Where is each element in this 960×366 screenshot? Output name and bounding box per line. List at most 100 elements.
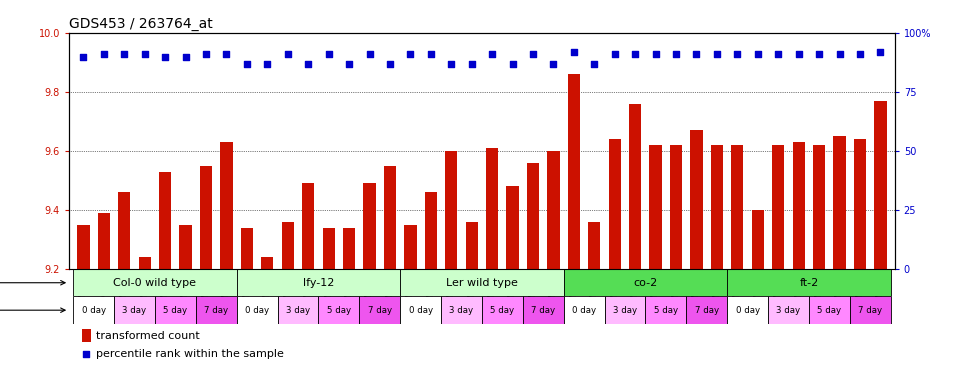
Text: 5 day: 5 day [163,306,187,315]
Bar [73,296,114,324]
Bar [850,296,891,324]
Text: 7 day: 7 day [204,306,228,315]
Bar [793,142,804,269]
Bar [645,296,686,324]
Bar [482,296,523,324]
Text: 3 day: 3 day [286,306,310,315]
Text: transformed count: transformed count [96,331,200,341]
Text: Ler wild type: Ler wild type [446,278,517,288]
Text: 3 day: 3 day [777,306,801,315]
Point [239,61,254,67]
Bar [567,74,580,269]
Bar [710,145,723,269]
Bar [650,145,661,269]
Text: Col-0 wild type: Col-0 wild type [113,278,197,288]
Point [730,51,745,57]
Point [423,51,439,57]
Bar [281,222,294,269]
Bar [752,210,764,269]
Point [382,61,397,67]
Text: 7 day: 7 day [858,306,882,315]
Point [76,54,91,60]
Bar [813,145,826,269]
Bar [118,192,131,269]
Point [444,61,459,67]
Bar [564,296,605,324]
Bar [772,145,784,269]
Point [709,51,725,57]
Point [689,51,705,57]
Point [587,61,602,67]
Point [852,51,868,57]
Point [342,61,357,67]
Bar [155,296,196,324]
Bar [114,296,155,324]
Point [750,51,765,57]
Bar [261,257,274,269]
Text: 3 day: 3 day [123,306,147,315]
Bar [78,225,89,269]
Bar [343,228,355,269]
Bar [82,329,91,342]
Point [362,51,377,57]
Bar [609,139,621,269]
Point [485,51,500,57]
Bar [809,296,850,324]
Point [607,51,622,57]
Bar [98,213,110,269]
Point [464,61,479,67]
Bar [237,296,277,324]
Point [199,51,214,57]
Bar [277,296,319,324]
Bar [404,225,417,269]
Point [791,51,806,57]
Text: time: time [0,305,65,315]
Bar [768,296,809,324]
Bar [523,296,564,324]
Text: 3 day: 3 day [449,306,473,315]
Bar [302,183,314,269]
Point [137,51,153,57]
Point [505,61,520,67]
Bar [588,222,600,269]
Point [96,51,111,57]
Bar [241,228,253,269]
Text: 7 day: 7 day [531,306,555,315]
Point [811,51,827,57]
Bar [507,186,518,269]
Bar [466,222,478,269]
Text: 5 day: 5 day [817,306,841,315]
Bar [400,269,564,296]
Bar [424,192,437,269]
Text: 0 day: 0 day [82,306,106,315]
Bar [237,269,400,296]
Text: 0 day: 0 day [572,306,596,315]
Text: GDS453 / 263764_at: GDS453 / 263764_at [69,16,213,30]
Text: 5 day: 5 day [654,306,678,315]
Bar [196,296,237,324]
Text: 0 day: 0 day [735,306,759,315]
Bar [180,225,192,269]
Bar [445,151,457,269]
Bar [159,172,171,269]
Text: lfy-12: lfy-12 [302,278,334,288]
Text: co-2: co-2 [634,278,658,288]
Bar [200,166,212,269]
Point [873,49,888,55]
Point [219,51,234,57]
Point [259,61,275,67]
Bar [73,269,237,296]
Bar [686,296,727,324]
Point [648,51,663,57]
Point [300,61,316,67]
Bar [833,136,846,269]
Point [628,51,643,57]
Point [832,51,848,57]
Text: 7 day: 7 day [368,306,392,315]
Bar [605,296,645,324]
Bar [629,104,641,269]
Point [280,51,296,57]
Point [321,51,336,57]
Text: strain: strain [0,278,65,288]
Point [668,51,684,57]
